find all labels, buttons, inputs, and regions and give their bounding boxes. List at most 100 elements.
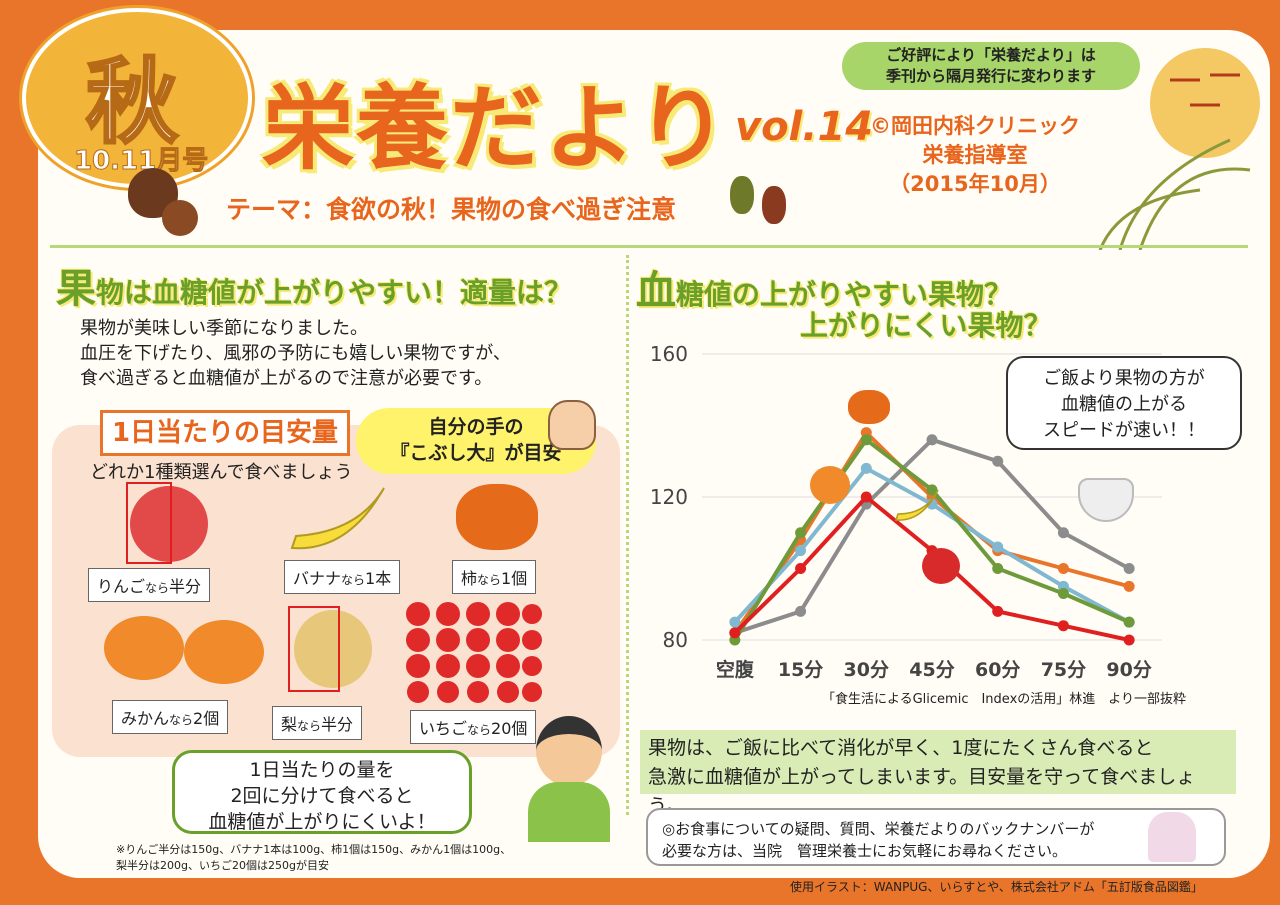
clinic-info: ©岡田内科クリニック 栄養指導室 （2015年10月） (860, 112, 1090, 199)
right-heading-initial: 血 (636, 268, 676, 314)
data-point (1057, 563, 1069, 574)
data-point (795, 563, 807, 574)
persimmon-label: 柿なら1個 (452, 560, 537, 594)
fist-icon (548, 400, 596, 450)
left-heading-initial: 果 (56, 266, 96, 312)
series-line-0 (734, 437, 1131, 635)
tip-line-2: 2回に分けて食べると (230, 785, 414, 807)
tip-line-3: 血糖値が上がりにくいよ！ (208, 811, 436, 833)
chart-banana-icon (894, 489, 939, 521)
banana-name: バナナ (293, 569, 342, 588)
contact-box: ◎お食事についての疑問、質問、栄養だよりのバックナンバーが 必要な方は、当院 管… (646, 808, 1226, 866)
header-divider (50, 245, 1248, 248)
daily-amount-tag: 1日当たりの目安量 (100, 410, 350, 456)
y-tick-label: 160 (650, 342, 688, 366)
data-point (992, 541, 1004, 553)
moon-icon (1150, 48, 1260, 158)
x-tick-label: 空腹 (716, 658, 755, 681)
data-point (1057, 588, 1069, 600)
notice-line-1: ご好評により「栄養だより」は (886, 46, 1096, 64)
volume-prefix: vol. (735, 104, 818, 150)
intro-line-2: 血圧を下げたり、風邪の予防にも嬉しい果物ですが、 (80, 343, 511, 364)
strawberry-name: いちご (419, 719, 468, 738)
apple-connector: なら (145, 581, 170, 595)
clinic-department: 栄養指導室 (922, 143, 1028, 167)
season-label: 秋 (84, 48, 179, 158)
data-point (795, 545, 807, 557)
newsletter-title: 栄養だより (262, 75, 731, 182)
data-point (926, 434, 938, 446)
apple-label: りんごなら半分 (88, 568, 211, 602)
data-point (860, 462, 872, 474)
intro-line-1: 果物が美味しい季節になりました。 (80, 318, 368, 339)
data-point (729, 616, 741, 628)
x-tick-label: 75分 (1041, 659, 1086, 681)
data-point (992, 455, 1004, 467)
mandarin-name: みかん (121, 709, 170, 728)
data-point (992, 563, 1004, 574)
x-tick-label: 60分 (975, 659, 1020, 681)
data-point (1123, 634, 1135, 646)
data-point (795, 605, 807, 617)
left-heading-text: 物は血糖値が上がりやすい！適量は？ (96, 276, 573, 309)
column-divider (626, 255, 629, 815)
y-tick-label: 120 (650, 485, 688, 509)
strawberry-label: いちごなら20個 (410, 710, 537, 744)
data-point (860, 434, 872, 446)
apple-icon (130, 486, 208, 562)
pear-connector: なら (297, 719, 322, 733)
footnote-line-2: 梨半分は200g、いちご20個は250gが目安 (116, 859, 329, 872)
strawberry-amount: 20個 (491, 719, 528, 738)
choose-one-instruction: どれか1種類選んで食べましょう (90, 462, 353, 483)
banana-amount: 1本 (365, 569, 392, 588)
volume-number: 14 (817, 104, 874, 150)
data-point (1057, 527, 1069, 539)
season-badge (22, 8, 252, 188)
mandarin-icon (104, 616, 184, 680)
intro-line-3: 食べ過ぎると血糖値が上がるので注意が必要です。 (80, 368, 493, 389)
persimmon-amount: 1個 (501, 569, 528, 588)
x-tick-label: 15分 (778, 659, 823, 681)
illustration-credit: 使用イラスト：WANPUG、いらすとや、株式会社アドム「五訂版食品図鑑」 (790, 880, 1203, 894)
series-line-3 (733, 436, 1130, 642)
banana-connector: なら (341, 573, 366, 587)
apple-name: りんご (97, 577, 146, 596)
data-point (1123, 616, 1135, 628)
rice-bowl-icon (1078, 478, 1134, 522)
pear-name: 梨 (281, 715, 298, 734)
apple-half-marker (126, 482, 172, 564)
issue-date: （2015年10月） (889, 172, 1061, 196)
acorn-icon (730, 176, 754, 214)
data-point (992, 605, 1004, 617)
glycemic-chart: 80 120 160 空腹 15分 30分 45分 60分 75分 90分 (650, 342, 1162, 681)
chart-bubble-line-2: 血糖値の上がる (1061, 394, 1187, 415)
persimmon-connector: なら (477, 573, 502, 587)
chart-speech-bubble: ご飯より果物の方が 血糖値の上がる スピードが速い！！ (1006, 356, 1242, 450)
volume-label: vol.14 (735, 104, 873, 150)
data-point (795, 527, 807, 539)
theme-line: テーマ：食欲の秋！果物の食べ過ぎ注意 (226, 195, 677, 224)
pear-half-marker (288, 606, 340, 692)
chestnut-icon-2 (162, 200, 198, 236)
boy-eating-icon (524, 716, 614, 844)
chart-bubble-line-3: スピードが速い！！ (1043, 420, 1205, 441)
note-line-1: 果物は、ご飯に比べて消化が早く、1度にたくさん食べると (648, 737, 1154, 759)
chart-mandarin-icon (810, 466, 850, 504)
data-point (860, 491, 872, 503)
publication-notice: ご好評により「栄養だより」は 季刊から隔月発行に変わります (842, 42, 1140, 90)
dragonfly-icon (1170, 73, 1240, 107)
mandarin-icon-2 (184, 620, 264, 684)
pear-icon (294, 610, 372, 688)
y-tick-label: 80 (663, 628, 688, 652)
persimmon-name: 柿 (461, 569, 478, 588)
dietitian-icon (1148, 812, 1196, 862)
data-point (926, 484, 938, 496)
footnote-line-1: ※りんご半分は150g、バナナ1本は100g、柿1個は150g、みかん1個は10… (116, 843, 512, 856)
pear-amount: 半分 (321, 715, 354, 734)
pampas-grass-icon (1098, 138, 1251, 250)
x-tick-label: 45分 (909, 659, 954, 681)
acorn-icon-2 (762, 186, 786, 224)
data-point (1057, 620, 1069, 632)
right-heading: 血糖値の上がりやすい果物？ (636, 258, 1012, 316)
clinic-name: ©岡田内科クリニック (870, 114, 1080, 138)
